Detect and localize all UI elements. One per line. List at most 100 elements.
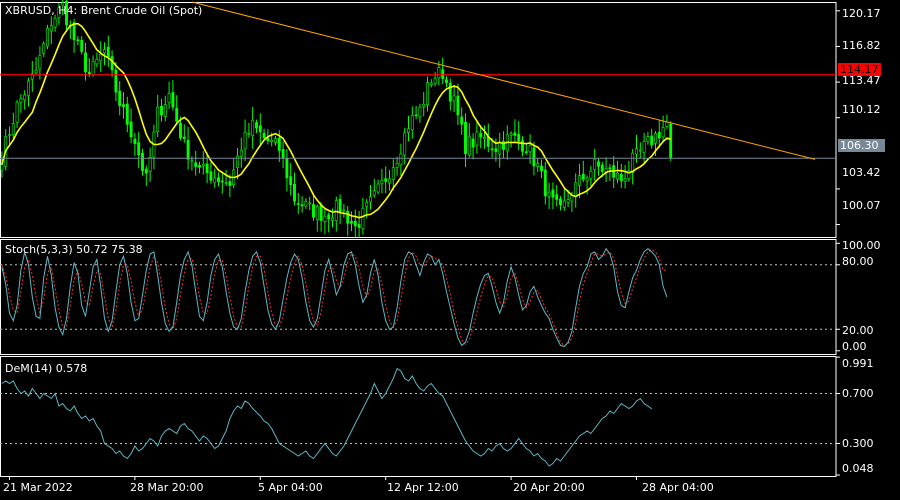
time-tick: 20 Apr 20:00: [513, 481, 585, 494]
candle-body: [262, 132, 266, 139]
candle-body: [353, 220, 357, 227]
candle-body: [555, 194, 559, 200]
candle-body: [205, 163, 209, 174]
stoch-tick: 20.00: [842, 324, 874, 337]
candle-body: [638, 149, 642, 152]
candle-body: [220, 180, 224, 183]
candle-body: [65, 1, 68, 26]
candle-body: [338, 198, 342, 213]
dem-tick: 0.700: [842, 387, 874, 400]
candle-body: [84, 52, 87, 73]
candle-body: [285, 157, 289, 179]
price-tick: 120.17: [842, 7, 881, 20]
candle-body: [236, 155, 239, 168]
candle-body: [133, 138, 137, 144]
price-tick: 110.12: [842, 103, 881, 116]
candle-body: [627, 170, 631, 179]
time-tick: 28 Apr 04:00: [642, 481, 714, 494]
candle-body: [361, 207, 365, 230]
candle-body: [654, 133, 657, 144]
candle-body: [57, 7, 61, 18]
dem-title: DeM(14) 0.578: [5, 362, 88, 375]
candle-body: [600, 164, 604, 172]
candle-body: [19, 98, 23, 103]
candle-body: [403, 132, 407, 156]
candle-body: [597, 161, 600, 167]
candle-body: [422, 103, 426, 107]
candle-body: [266, 137, 270, 141]
candle-body: [247, 133, 251, 135]
candle-body: [46, 27, 49, 47]
candle-body: [452, 95, 456, 102]
candle-body: [179, 123, 182, 139]
candle-body: [570, 195, 574, 202]
candle-body: [650, 135, 654, 146]
candle-body: [99, 54, 103, 62]
candle-body: [619, 173, 623, 182]
candle-body: [517, 133, 521, 142]
candle-body: [182, 136, 186, 139]
time-tick: 28 Mar 20:00: [130, 481, 204, 494]
candle-body: [251, 119, 255, 136]
price-tick: 100.07: [842, 199, 881, 212]
candle-body: [156, 106, 160, 133]
candle-body: [27, 80, 30, 96]
dem-panel-frame: [0, 356, 837, 477]
candle-body: [300, 204, 304, 207]
candle-body: [369, 196, 372, 203]
candle-body: [277, 137, 281, 151]
candle-body: [323, 215, 327, 222]
candle-body: [410, 115, 414, 131]
candle-body: [110, 56, 114, 71]
candle-body: [34, 70, 38, 74]
candle-body: [289, 176, 293, 186]
stoch-tick: 80.00: [842, 255, 874, 268]
candle-body: [0, 164, 4, 171]
candle-body: [61, 2, 65, 6]
candle-body: [144, 168, 148, 174]
candle-body: [175, 107, 179, 122]
candle-body: [72, 22, 76, 41]
candle-body: [365, 202, 369, 207]
current-price-tag: 106.30: [838, 139, 885, 152]
candle-body: [95, 59, 99, 65]
candle-body: [293, 183, 296, 202]
candle-body: [141, 153, 144, 171]
candle-body: [559, 198, 562, 206]
demarker-line: [1, 367, 652, 467]
candle-body: [540, 165, 543, 172]
candle-body: [536, 163, 540, 167]
candle-body: [475, 131, 479, 146]
candle-body: [665, 121, 669, 127]
candle-body: [11, 123, 15, 136]
candle-body: [372, 190, 376, 196]
stoch-tick: 0.00: [842, 340, 867, 353]
candle-body: [399, 153, 403, 166]
candle-body: [190, 159, 194, 162]
candle-body: [521, 140, 524, 152]
candle-body: [578, 175, 581, 186]
candle-body: [661, 127, 665, 138]
candle-body: [528, 145, 532, 153]
candle-body: [327, 214, 331, 220]
candle-body: [270, 139, 274, 142]
candle-body: [418, 106, 422, 118]
candle-body: [433, 78, 437, 84]
dem-tick: 0.048: [842, 462, 874, 475]
candle-body: [490, 148, 494, 151]
candle-body: [163, 104, 167, 117]
candle-body: [308, 202, 312, 205]
candle-body: [589, 170, 593, 179]
candle-body: [103, 49, 106, 54]
candle-body: [312, 204, 315, 218]
candle-body: [243, 131, 247, 150]
candle-body: [91, 60, 95, 75]
candle-body: [8, 134, 11, 137]
candle-body: [228, 181, 232, 186]
stoch-tick: 100.00: [842, 239, 881, 252]
candle-body: [513, 132, 517, 136]
candle-body: [114, 69, 118, 93]
candle-body: [585, 177, 589, 182]
stoch-main-line: [1, 247, 668, 348]
